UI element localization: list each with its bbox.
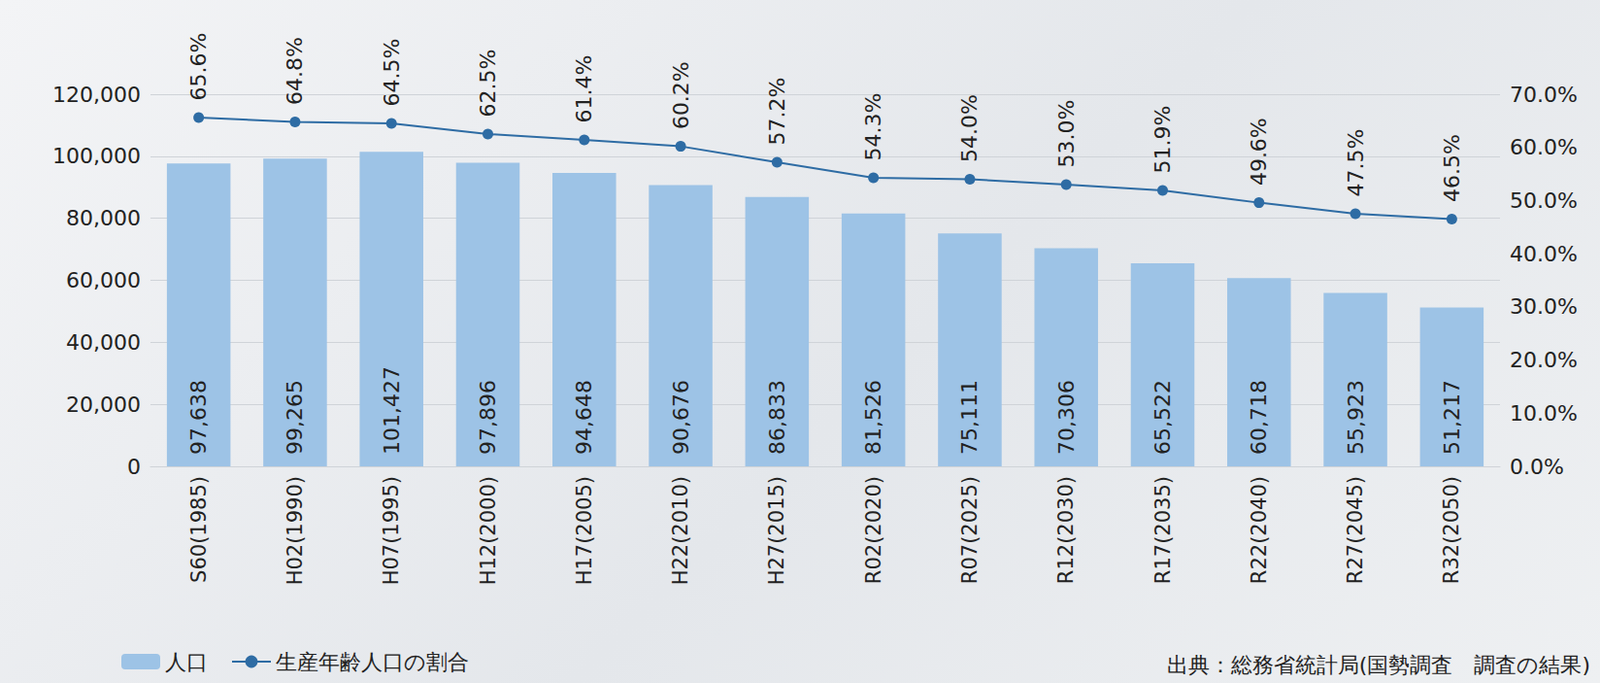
svg-text:70,306: 70,306 <box>1054 379 1079 455</box>
svg-text:R07(2025): R07(2025) <box>958 475 982 584</box>
svg-text:61.4%: 61.4% <box>571 55 597 124</box>
svg-text:80,000: 80,000 <box>66 205 141 231</box>
svg-text:94,648: 94,648 <box>571 379 597 455</box>
svg-text:20.0%: 20.0% <box>1509 347 1578 372</box>
svg-text:57.2%: 57.2% <box>765 77 790 146</box>
svg-text:81,526: 81,526 <box>861 379 886 455</box>
svg-text:51.9%: 51.9% <box>1150 105 1175 174</box>
svg-text:97,638: 97,638 <box>186 379 211 455</box>
svg-text:H07(1995): H07(1995) <box>379 475 403 585</box>
svg-text:生産年齢人口の割合: 生産年齢人口の割合 <box>275 649 469 674</box>
svg-text:86,833: 86,833 <box>765 379 790 455</box>
svg-text:R22(2040): R22(2040) <box>1247 475 1271 584</box>
svg-text:40.0%: 40.0% <box>1509 241 1578 267</box>
svg-text:出典：総務省統計局(国勢調査 調査の結果): 出典：総務省統計局(国勢調査 調査の結果) <box>1166 652 1591 677</box>
svg-text:60,718: 60,718 <box>1246 379 1271 455</box>
svg-text:50.0%: 50.0% <box>1509 188 1578 213</box>
svg-text:54.0%: 54.0% <box>957 94 982 163</box>
svg-text:70.0%: 70.0% <box>1509 82 1578 107</box>
svg-text:99,265: 99,265 <box>282 379 307 455</box>
svg-text:65.6%: 65.6% <box>186 33 211 101</box>
svg-text:H22(2010): H22(2010) <box>668 475 693 585</box>
svg-text:40,000: 40,000 <box>66 330 141 355</box>
svg-text:100,000: 100,000 <box>52 143 141 168</box>
svg-text:0.0%: 0.0% <box>1509 454 1565 479</box>
svg-text:65,522: 65,522 <box>1150 379 1175 455</box>
svg-text:90,676: 90,676 <box>668 379 694 455</box>
svg-text:20,000: 20,000 <box>66 392 141 417</box>
svg-text:101,427: 101,427 <box>379 366 404 455</box>
svg-text:54.3%: 54.3% <box>861 93 886 162</box>
svg-text:人口: 人口 <box>165 649 208 674</box>
svg-text:0: 0 <box>127 454 141 479</box>
svg-text:R02(2020): R02(2020) <box>862 475 886 584</box>
svg-text:S60(1985): S60(1985) <box>187 475 211 583</box>
svg-text:30.0%: 30.0% <box>1509 294 1578 319</box>
svg-text:H12(2000): H12(2000) <box>476 475 500 585</box>
svg-text:62.5%: 62.5% <box>475 49 500 118</box>
svg-text:120,000: 120,000 <box>52 82 141 107</box>
svg-text:55,923: 55,923 <box>1343 379 1368 455</box>
svg-text:R32(2050): R32(2050) <box>1439 475 1464 584</box>
svg-text:60.0%: 60.0% <box>1509 134 1578 160</box>
svg-text:47.5%: 47.5% <box>1343 129 1368 198</box>
svg-text:H27(2015): H27(2015) <box>765 475 789 585</box>
svg-text:H17(2005): H17(2005) <box>572 475 597 585</box>
svg-text:64.5%: 64.5% <box>379 38 404 107</box>
svg-text:51,217: 51,217 <box>1439 379 1465 455</box>
svg-text:R17(2035): R17(2035) <box>1151 475 1175 584</box>
svg-text:49.6%: 49.6% <box>1246 117 1271 186</box>
svg-text:46.5%: 46.5% <box>1439 133 1465 202</box>
svg-text:H02(1990): H02(1990) <box>283 475 307 585</box>
svg-text:64.8%: 64.8% <box>282 36 307 105</box>
svg-text:10.0%: 10.0% <box>1509 400 1578 426</box>
svg-text:97,896: 97,896 <box>475 379 500 455</box>
svg-text:R12(2030): R12(2030) <box>1054 475 1078 584</box>
svg-text:R27(2045): R27(2045) <box>1343 475 1367 584</box>
svg-text:60,000: 60,000 <box>66 267 141 293</box>
svg-text:53.0%: 53.0% <box>1054 100 1079 168</box>
svg-text:75,111: 75,111 <box>957 379 982 455</box>
svg-text:60.2%: 60.2% <box>668 61 694 130</box>
